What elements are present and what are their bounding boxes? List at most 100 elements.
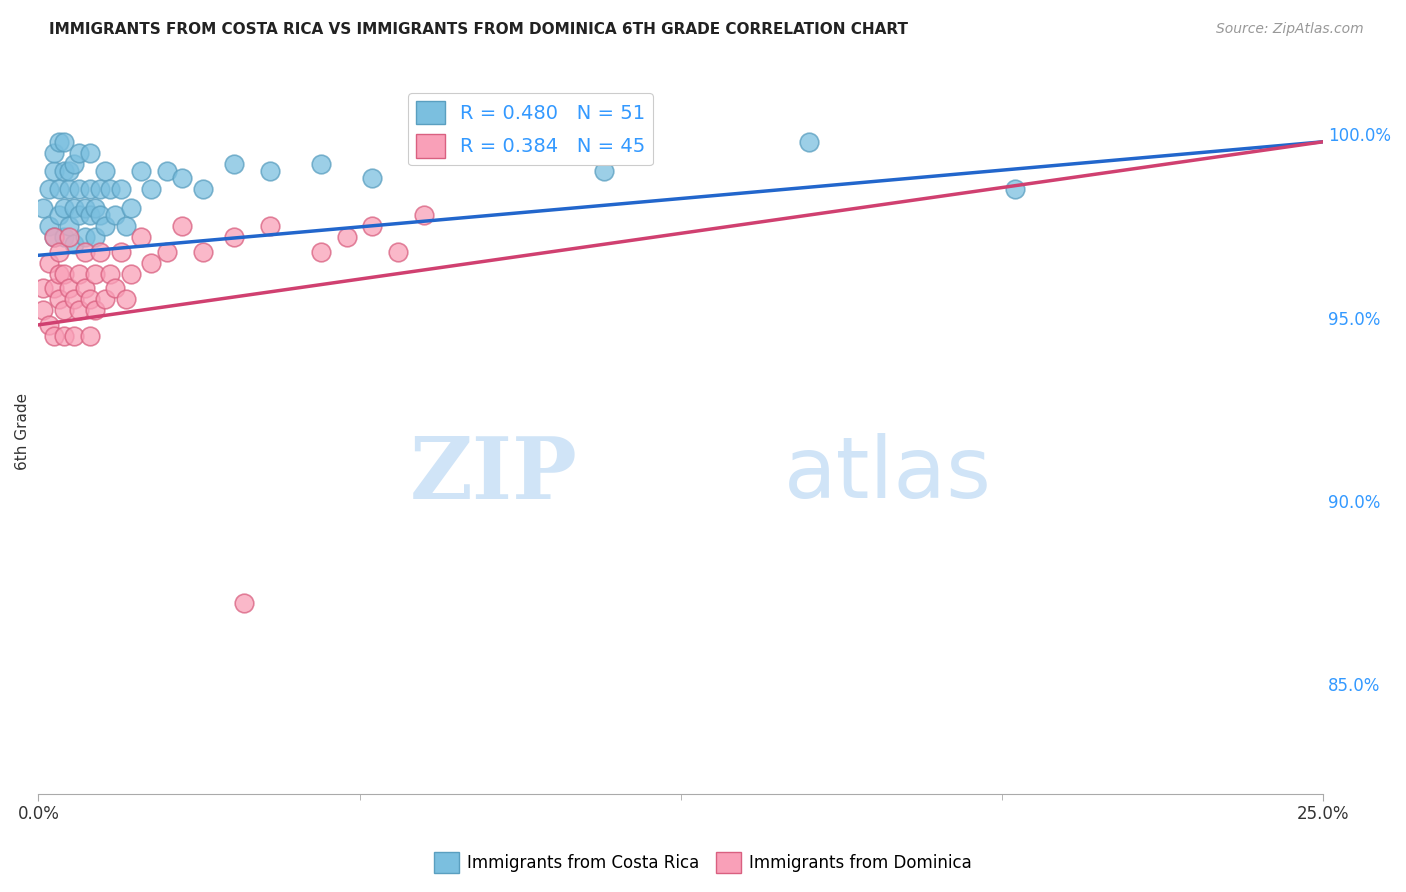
Point	[129, 230, 152, 244]
Point	[69, 303, 91, 318]
Point	[58, 230, 80, 244]
Point	[141, 182, 163, 196]
Point	[63, 292, 86, 306]
Point	[79, 292, 101, 306]
Y-axis label: 6th Grade: 6th Grade	[15, 392, 30, 470]
Point	[32, 303, 55, 318]
Point	[73, 244, 96, 259]
Point	[48, 244, 70, 259]
Legend: R = 0.480   N = 51, R = 0.384   N = 45: R = 0.480 N = 51, R = 0.384 N = 45	[408, 93, 654, 166]
Point	[98, 182, 121, 196]
Point	[53, 329, 76, 343]
Point	[73, 201, 96, 215]
Point	[38, 182, 60, 196]
Point	[69, 208, 91, 222]
Legend: Immigrants from Costa Rica, Immigrants from Dominica: Immigrants from Costa Rica, Immigrants f…	[427, 846, 979, 880]
Point	[48, 135, 70, 149]
Point	[73, 230, 96, 244]
Point	[58, 219, 80, 233]
Point	[232, 596, 254, 610]
Point	[89, 208, 111, 222]
Point	[53, 230, 76, 244]
Text: atlas: atlas	[783, 434, 991, 516]
Point	[38, 255, 60, 269]
Point	[94, 219, 117, 233]
Point	[32, 281, 55, 295]
Point	[129, 164, 152, 178]
Point	[63, 201, 86, 215]
Point	[141, 255, 163, 269]
Point	[79, 145, 101, 160]
Point	[156, 164, 179, 178]
Point	[114, 219, 136, 233]
Point	[309, 157, 332, 171]
Point	[361, 219, 384, 233]
Point	[110, 244, 132, 259]
Point	[412, 208, 434, 222]
Point	[69, 182, 91, 196]
Point	[120, 201, 142, 215]
Point	[69, 145, 91, 160]
Point	[63, 237, 86, 252]
Point	[48, 267, 70, 281]
Point	[32, 201, 55, 215]
Point	[48, 182, 70, 196]
Point	[191, 244, 214, 259]
Point	[98, 267, 121, 281]
Point	[42, 145, 65, 160]
Point	[110, 182, 132, 196]
Point	[259, 164, 281, 178]
Point	[48, 208, 70, 222]
Point	[114, 292, 136, 306]
Point	[79, 182, 101, 196]
Point	[104, 208, 127, 222]
Point	[83, 303, 105, 318]
Point	[42, 329, 65, 343]
Point	[191, 182, 214, 196]
Point	[94, 164, 117, 178]
Point	[222, 157, 245, 171]
Point	[63, 157, 86, 171]
Point	[38, 318, 60, 332]
Point	[79, 208, 101, 222]
Point	[48, 292, 70, 306]
Point	[53, 267, 76, 281]
Point	[69, 267, 91, 281]
Point	[83, 201, 105, 215]
Point	[63, 329, 86, 343]
Point	[89, 182, 111, 196]
Point	[58, 281, 80, 295]
Point	[104, 281, 127, 295]
Point	[259, 219, 281, 233]
Point	[156, 244, 179, 259]
Point	[58, 182, 80, 196]
Point	[94, 292, 117, 306]
Point	[799, 135, 821, 149]
Point	[361, 171, 384, 186]
Text: ZIP: ZIP	[411, 433, 578, 516]
Point	[222, 230, 245, 244]
Text: IMMIGRANTS FROM COSTA RICA VS IMMIGRANTS FROM DOMINICA 6TH GRADE CORRELATION CHA: IMMIGRANTS FROM COSTA RICA VS IMMIGRANTS…	[49, 22, 908, 37]
Point	[89, 244, 111, 259]
Point	[309, 244, 332, 259]
Point	[58, 164, 80, 178]
Point	[439, 145, 461, 160]
Point	[38, 219, 60, 233]
Point	[42, 230, 65, 244]
Point	[42, 230, 65, 244]
Point	[53, 135, 76, 149]
Text: Source: ZipAtlas.com: Source: ZipAtlas.com	[1216, 22, 1364, 37]
Point	[73, 281, 96, 295]
Point	[42, 281, 65, 295]
Point	[79, 329, 101, 343]
Point	[172, 219, 194, 233]
Point	[83, 230, 105, 244]
Point	[53, 164, 76, 178]
Point	[120, 267, 142, 281]
Point	[53, 201, 76, 215]
Point	[83, 267, 105, 281]
Point	[1004, 182, 1026, 196]
Point	[336, 230, 359, 244]
Point	[172, 171, 194, 186]
Point	[42, 164, 65, 178]
